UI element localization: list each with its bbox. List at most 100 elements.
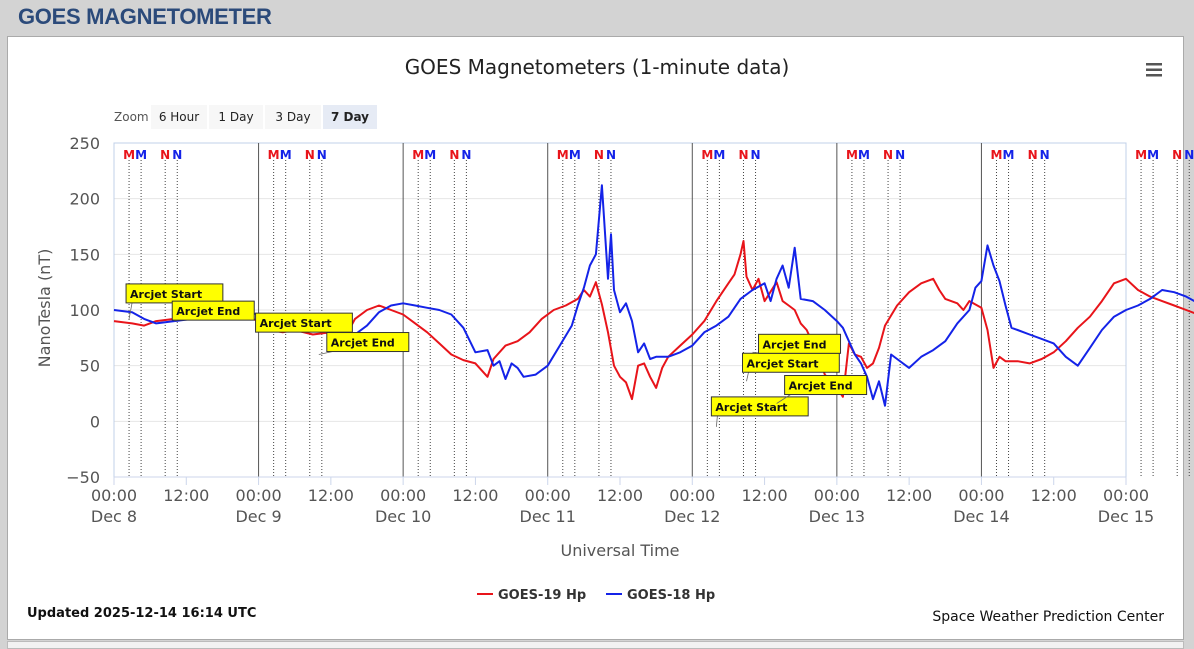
y-tick-label: 200 — [69, 190, 100, 209]
annotation-box — [710, 396, 809, 417]
x-tick-label: 12:00 — [163, 486, 209, 505]
zoom-button-bg — [265, 105, 321, 129]
x-tick-label: 00:00 — [1103, 486, 1149, 505]
event-label: N — [317, 148, 327, 162]
annotation-connector — [715, 415, 718, 427]
x-tick-date: Dec 9 — [235, 507, 281, 526]
x-tick-label: 12:00 — [597, 486, 643, 505]
page-title: GOES MAGNETOMETER — [18, 4, 272, 29]
x-tick-date: Dec 13 — [809, 507, 865, 526]
event-label: M — [858, 148, 870, 162]
event-label: M — [1147, 148, 1159, 162]
annotation-connector — [746, 372, 749, 382]
zoom-button-bg — [323, 105, 377, 129]
y-axis-label: NanoTesla (nT) — [35, 249, 54, 368]
x-tick-label: 12:00 — [1031, 486, 1077, 505]
axes: −50 0 50 100 150 200 250 00:00 Dec 8 12:00 00:00 De… — [66, 134, 1154, 526]
annotation-connector — [776, 394, 791, 404]
x-tick-date: Dec 14 — [953, 507, 1009, 526]
y-tick-label: 50 — [80, 357, 100, 376]
x-tick-label: 00:00 — [380, 486, 426, 505]
zoom-button-bg — [151, 105, 207, 129]
event-label: N — [1172, 148, 1182, 162]
zoom-button-label: 7 Day — [331, 110, 369, 124]
event-label: M — [569, 148, 581, 162]
event-label: N — [594, 148, 604, 162]
zoom-button-bg — [209, 105, 263, 129]
event-label: N — [160, 148, 170, 162]
event-label: M — [280, 148, 292, 162]
annotation-label: Arcjet Start — [747, 357, 819, 370]
annotation-box — [784, 375, 868, 396]
annotation-box — [171, 300, 255, 321]
x-tick-label: 00:00 — [525, 486, 571, 505]
annotation-box — [326, 332, 410, 353]
legend: GOES-19 Hp GOES-18 Hp — [477, 588, 715, 603]
x-tick-label: 12:00 — [742, 486, 788, 505]
event-label: M — [846, 148, 858, 162]
event-label: N — [172, 148, 182, 162]
y-tick-label: −50 — [66, 468, 100, 487]
annotation-label: Arcjet End — [763, 338, 827, 351]
event-label: M — [135, 148, 147, 162]
event-label: M — [1003, 148, 1015, 162]
series-lines — [113, 184, 1194, 407]
y-tick-label: 250 — [69, 134, 100, 153]
zoom-button-label: 1 Day — [218, 110, 253, 124]
event-label: M — [424, 148, 436, 162]
y-tick-label: 100 — [69, 301, 100, 320]
credit-text: Space Weather Prediction Center — [932, 609, 1164, 625]
zoom-button-6-hour[interactable]: 6 Hour — [151, 105, 207, 129]
annotation-label: Arcjet End — [789, 380, 853, 393]
event-label: M — [713, 148, 725, 162]
series-line — [113, 184, 1194, 407]
annotation-connector — [128, 302, 133, 319]
x-tick-label: 00:00 — [814, 486, 860, 505]
y-tick-label: 0 — [90, 412, 100, 431]
zoom-button-1-day[interactable]: 1 Day — [209, 105, 263, 129]
x-tick-date: Dec 8 — [91, 507, 137, 526]
x-tick-label: 12:00 — [886, 486, 932, 505]
event-markers: MMNNMMNNMMNNMMNNMMNNMMNNMMNNMMNNMM — [123, 148, 1194, 477]
x-tick-date: Dec 12 — [664, 507, 720, 526]
y-tick-label: 150 — [69, 245, 100, 264]
event-label: N — [1040, 148, 1050, 162]
event-label: M — [991, 148, 1003, 162]
event-label: N — [883, 148, 893, 162]
updated-timestamp: Updated 2025-12-14 16:14 UTC — [27, 606, 256, 621]
annotation-label: Arcjet End — [176, 305, 240, 318]
event-label: M — [268, 148, 280, 162]
annotation-label: Arcjet End — [331, 337, 395, 350]
event-label: M — [557, 148, 569, 162]
annotation-label: Arcjet Start — [715, 401, 787, 414]
page-header: GOES MAGNETOMETER — [0, 0, 1194, 36]
event-label: N — [1184, 148, 1194, 162]
annotation-label: Arcjet Start — [130, 288, 202, 301]
event-label: M — [412, 148, 424, 162]
zoom-button-3-day[interactable]: 3 Day — [265, 105, 321, 129]
event-label: N — [305, 148, 315, 162]
zoom-button-7-day[interactable]: 7 Day — [323, 105, 377, 129]
zoom-button-label: 3 Day — [275, 110, 310, 124]
x-tick-label: 00:00 — [958, 486, 1004, 505]
event-label: N — [895, 148, 905, 162]
hamburger-menu-icon[interactable] — [1142, 58, 1166, 82]
zoom-button-label: 6 Hour — [159, 110, 199, 124]
annotation-box — [758, 333, 842, 354]
chart-title: GOES Magnetometers (1-minute data) — [405, 55, 790, 79]
annotation-box — [255, 312, 353, 333]
x-tick-label: 00:00 — [236, 486, 282, 505]
zoom-controls: Zoom 6 Hour 1 Day 3 Day 7 Day — [114, 105, 377, 129]
event-label: N — [461, 148, 471, 162]
event-label: N — [449, 148, 459, 162]
event-label: M — [701, 148, 713, 162]
event-label: N — [751, 148, 761, 162]
x-tick-date: Dec 11 — [520, 507, 576, 526]
zoom-label: Zoom — [114, 110, 149, 124]
event-label: N — [606, 148, 616, 162]
event-label: N — [738, 148, 748, 162]
legend-item: GOES-19 Hp — [498, 588, 586, 603]
x-tick-date: Dec 10 — [375, 507, 431, 526]
x-tick-label: 12:00 — [452, 486, 498, 505]
